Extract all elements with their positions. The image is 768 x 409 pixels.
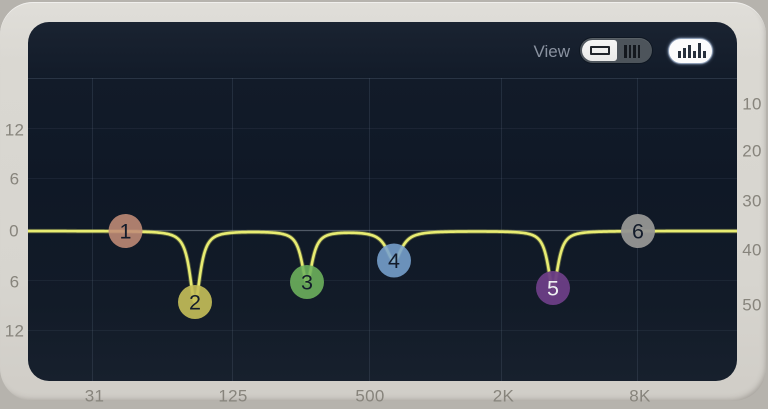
svg-text:4: 4 — [388, 249, 400, 273]
svg-text:5: 5 — [547, 277, 559, 301]
svg-text:2: 2 — [189, 291, 201, 315]
svg-text:3: 3 — [301, 271, 313, 295]
svg-text:1: 1 — [120, 220, 132, 244]
svg-text:6: 6 — [632, 220, 644, 244]
